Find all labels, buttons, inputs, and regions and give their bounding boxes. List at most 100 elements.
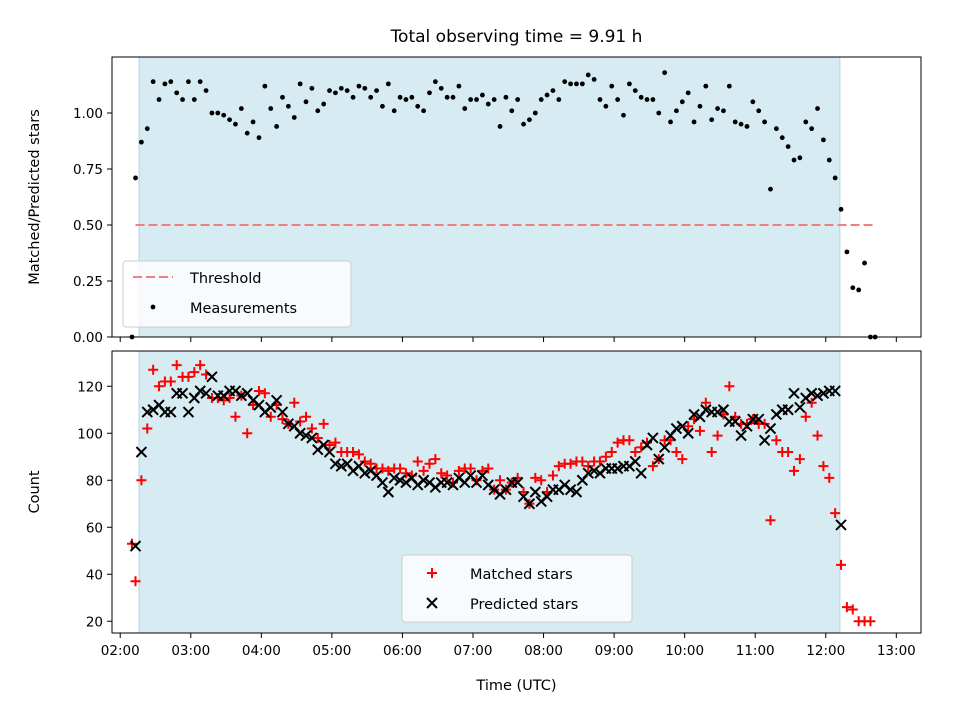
data-point (141, 406, 153, 418)
data-point (588, 465, 600, 477)
data-point (662, 70, 668, 76)
x-tick-label: 11:00 (736, 643, 775, 659)
data-point (700, 404, 712, 416)
data-point (562, 79, 568, 85)
y-tick-label: 60 (86, 520, 103, 536)
data-point (265, 411, 276, 422)
data-point (450, 94, 456, 100)
data-point (818, 461, 829, 472)
data-point (312, 432, 323, 443)
data-point (765, 515, 776, 526)
data-point (253, 385, 264, 396)
data-point (650, 97, 656, 102)
data-point (203, 88, 209, 93)
data-point (129, 540, 142, 552)
data-point (805, 387, 818, 400)
data-point (176, 387, 189, 400)
data-point (677, 454, 688, 465)
data-point (359, 467, 371, 479)
series-predicted-stars (129, 371, 847, 552)
data-point (574, 81, 579, 87)
x-tick-label: 05:00 (312, 643, 351, 659)
data-point (362, 85, 368, 91)
data-point (847, 604, 858, 615)
data-point (674, 108, 679, 114)
axes-frame (111, 350, 922, 634)
data-point (656, 110, 662, 116)
data-point (309, 85, 315, 91)
data-point (532, 110, 538, 116)
data-point (412, 456, 423, 467)
data-point (495, 475, 506, 486)
data-point (530, 472, 541, 483)
legend-predicted-label: Predicted stars (470, 597, 578, 613)
data-point (683, 421, 694, 432)
data-point (865, 616, 876, 627)
x-tick-label: 06:00 (383, 643, 422, 659)
data-point (135, 446, 148, 458)
data-point (611, 462, 624, 475)
legend-predicted-swatch (426, 597, 438, 609)
data-point (227, 117, 232, 123)
data-point (162, 81, 168, 87)
data-point (606, 447, 617, 458)
data-point (377, 463, 388, 474)
data-point (603, 103, 609, 109)
data-point (565, 458, 576, 469)
series-measurements (129, 70, 878, 340)
data-point (186, 79, 191, 85)
data-point (197, 79, 203, 85)
data-point (821, 137, 826, 143)
data-point (830, 508, 841, 519)
data-point (165, 406, 177, 418)
data-point (527, 117, 532, 123)
data-point (215, 110, 221, 116)
data-point (324, 440, 335, 450)
y-tick-label: 0.75 (73, 162, 103, 178)
data-point (297, 81, 303, 87)
legend-threshold-label: Threshold (189, 271, 261, 287)
data-point (609, 83, 615, 89)
data-point (165, 376, 176, 387)
data-point (391, 108, 397, 114)
data-point (327, 88, 332, 93)
data-point (442, 470, 453, 481)
data-point (274, 124, 280, 129)
data-point (762, 119, 768, 125)
data-point (647, 432, 659, 444)
data-point (444, 94, 450, 100)
data-point (647, 461, 658, 472)
data-point (380, 103, 385, 109)
data-point (550, 88, 556, 93)
data-point (685, 90, 691, 96)
data-point (318, 418, 329, 429)
data-point (538, 97, 544, 102)
data-point (156, 97, 162, 102)
data-point (789, 465, 800, 476)
data-point (547, 470, 558, 481)
data-point (529, 486, 542, 498)
data-point (811, 389, 824, 402)
data-point (221, 112, 227, 118)
data-point (368, 94, 374, 100)
data-point (756, 108, 762, 114)
data-point (826, 157, 832, 163)
data-point (268, 106, 274, 111)
data-point (785, 144, 791, 150)
data-point (753, 413, 765, 425)
data-point (456, 83, 462, 89)
data-point (632, 88, 638, 93)
data-point (583, 461, 594, 472)
data-point (280, 94, 285, 100)
data-point (591, 77, 597, 82)
data-point (553, 461, 564, 472)
data-point (679, 99, 685, 105)
data-point (453, 465, 464, 476)
data-point (721, 108, 726, 114)
x-tick-label: 12:00 (806, 643, 845, 659)
data-point (238, 106, 244, 111)
legend-matched-label: Matched stars (470, 567, 573, 583)
data-point (323, 446, 336, 458)
data-point (353, 449, 364, 460)
data-point (300, 429, 312, 442)
